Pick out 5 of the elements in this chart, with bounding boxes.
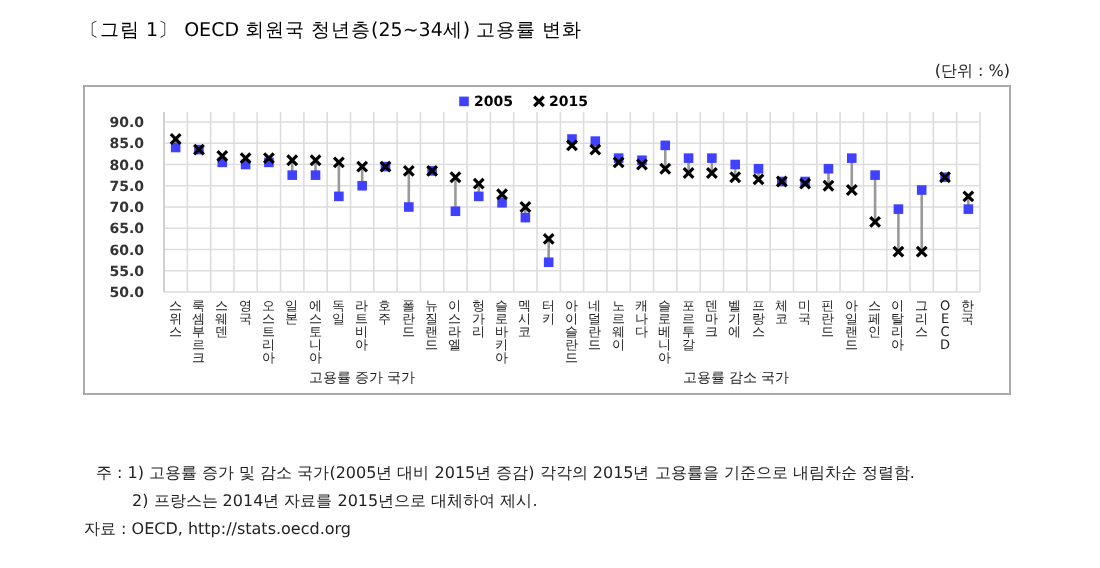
text: 주 : 1) 고용률 증가 및 감소 국가(2005년 대비 2015년 증감) 각각의 2015년 고용률을 기준으로 내림차순 정렬함.: [96, 464, 915, 482]
text: 자료 : OECD, http://stats.oecd.org: [84, 520, 351, 538]
chart-title: 〔그림 1〕 OECD 회원국 청년층(25∼34세) 고용률 변화: [80, 18, 583, 42]
text: 2) 프랑스는 2014년 자료를 2015년으로 대체하여 제시.: [132, 492, 538, 510]
text: (단위 : %): [934, 62, 1010, 80]
